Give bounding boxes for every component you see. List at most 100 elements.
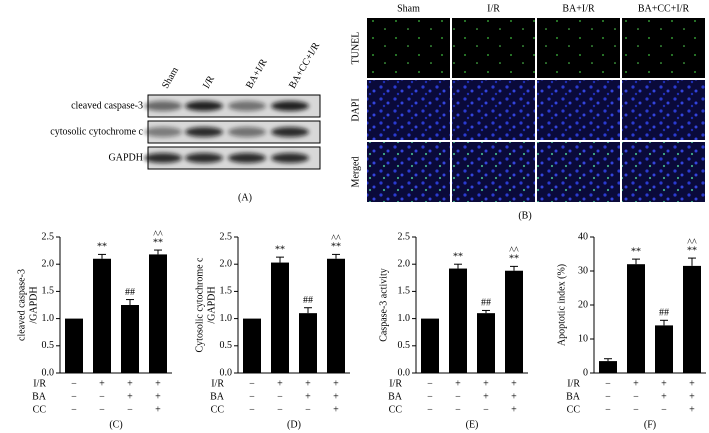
micrograph [367,142,450,202]
y-tick-label: 2.5 [42,231,55,242]
micrograph [622,80,705,140]
micrograph [367,80,450,140]
micrograph [622,142,705,202]
bar [655,325,673,373]
condition-sign: + [277,378,283,389]
condition-sign: + [511,378,517,389]
column-label: BA+I/R [562,3,595,14]
significance-label: ** [453,251,463,262]
y-tick-label: 1.5 [42,286,55,297]
significance-label: ^^ [153,229,163,240]
band [185,101,223,111]
micrograph [367,18,450,78]
band [228,101,266,111]
y-axis-label: Caspase-3 activity [378,268,389,342]
y-axis-label: /GAPDH [28,286,39,323]
condition-sign: + [333,378,339,389]
condition-sign: − [427,378,433,389]
y-tick-label: 20 [578,299,588,310]
row-label: cleaved caspase-3 [71,100,143,111]
micrograph [452,18,535,78]
band [185,127,223,137]
band [185,153,223,163]
condition-label: BA [566,391,581,402]
condition-sign: − [483,404,489,415]
condition-sign: + [155,404,161,415]
condition-sign: − [427,404,433,415]
condition-sign: + [127,391,133,402]
lane-label: I/R [201,74,217,91]
condition-sign: − [277,404,283,415]
condition-sign: − [99,404,105,415]
lane-label: BA+CC+I/R [287,40,322,90]
lane-label: BA+I/R [244,57,270,91]
condition-sign: − [455,404,461,415]
condition-sign: + [155,391,161,402]
y-tick-label: 0.5 [220,340,233,351]
condition-sign: + [99,378,105,389]
bar [505,270,523,373]
significance-label: ** [153,237,163,248]
condition-sign: − [633,404,639,415]
condition-sign: + [333,391,339,402]
y-tick-label: 1.0 [398,313,411,324]
condition-sign: − [71,404,77,415]
significance-label: ^^ [331,234,341,245]
band [144,127,182,137]
condition-sign: + [333,404,339,415]
y-tick-label: 0.0 [220,367,233,378]
bar [449,268,467,373]
condition-sign: + [483,391,489,402]
row-label: GAPDH [109,152,143,163]
condition-sign: + [511,404,517,415]
bar [299,313,317,373]
condition-label: BA [210,391,225,402]
column-label: BA+CC+I/R [638,3,690,14]
condition-label: CC [389,404,403,415]
significance-label: ## [125,287,135,298]
condition-sign: + [305,391,311,402]
y-tick-label: 2.0 [220,258,233,269]
y-axis-label: Cytosolic cytochrome c [194,257,205,353]
condition-sign: + [689,404,695,415]
band [144,153,182,163]
bar [243,318,261,373]
significance-label: ** [687,245,697,256]
band [144,101,182,111]
bar [121,305,139,373]
band [228,153,266,163]
bar [271,262,289,373]
bar [65,318,83,373]
significance-label: ## [659,308,669,319]
micrograph [452,142,535,202]
micrograph [622,18,705,78]
significance-label: ** [97,242,107,253]
band [271,101,309,111]
band [228,127,266,137]
significance-label: ** [631,246,641,257]
condition-label: I/R [567,378,580,389]
condition-sign: − [633,391,639,402]
significance-label: ^^ [509,246,519,257]
panel-label: (A) [238,192,252,203]
band [271,127,309,137]
row-label: Merged [350,157,361,188]
condition-sign: − [427,391,433,402]
micrograph [537,18,620,78]
bar [683,265,701,373]
panel-label: (E) [466,419,479,430]
bar [599,361,617,373]
condition-sign: + [305,378,311,389]
condition-sign: − [277,391,283,402]
condition-sign: + [483,378,489,389]
condition-label: CC [567,404,581,415]
condition-sign: + [455,378,461,389]
condition-label: CC [211,404,225,415]
bar-charts: 0.0 0.5 1.0 1.5 2.0 2.5 cleaved caspase-3/GAPD… [16,229,706,430]
western-blot: Sham I/R BA+I/R BA+CC+I/R cleaved caspase-3 c… [50,40,322,203]
condition-sign: + [633,378,639,389]
panel-label: (D) [287,419,301,430]
condition-label: I/R [389,378,402,389]
y-tick-label: 1.5 [398,286,411,297]
